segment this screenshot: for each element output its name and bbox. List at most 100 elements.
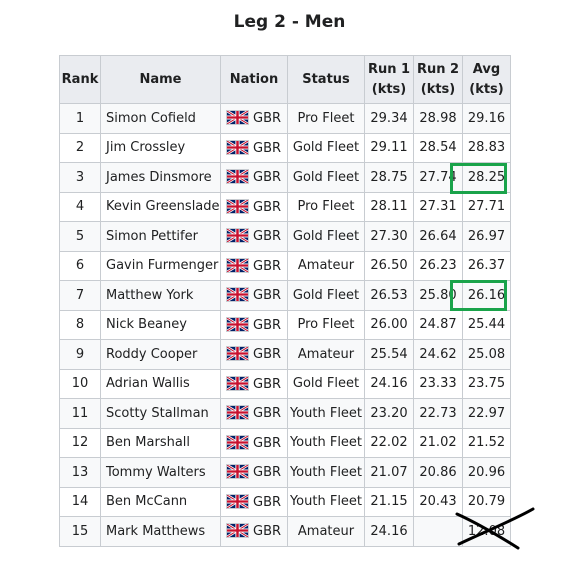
nation-cell: GBR bbox=[220, 398, 288, 429]
table-row: 12 Ben Marshall GBR Youth Fleet 22.02 21.02 21… bbox=[59, 427, 511, 458]
status-cell: Youth Fleet bbox=[287, 427, 365, 458]
table-row: 5 Simon Pettifer GBR Gold Fleet 27.30 26.64 26… bbox=[59, 221, 511, 252]
nation-cell: GBR bbox=[220, 516, 288, 547]
gbr-flag-icon bbox=[226, 434, 249, 450]
nation-cell: GBR bbox=[220, 250, 288, 281]
status-cell: Amateur bbox=[287, 339, 365, 370]
status-cell: Youth Fleet bbox=[287, 486, 365, 517]
avg-cell: 25.44 bbox=[462, 309, 511, 340]
gbr-flag-icon bbox=[226, 257, 249, 273]
table-row: 4 Kevin Greenslade GBR Pro Fleet 28.11 27.31 2… bbox=[59, 191, 511, 222]
run1-cell: 22.02 bbox=[364, 427, 414, 458]
gbr-flag-icon bbox=[226, 346, 249, 362]
nation-code: GBR bbox=[253, 465, 282, 481]
rank-header: Rank bbox=[59, 55, 101, 104]
run2-cell: 26.64 bbox=[413, 221, 463, 252]
nation-cell: GBR bbox=[220, 368, 288, 399]
nation-code: GBR bbox=[253, 170, 282, 186]
avg-cell: 23.75 bbox=[462, 368, 511, 399]
nation-cell: GBR bbox=[220, 132, 288, 163]
status-cell: Pro Fleet bbox=[287, 309, 365, 340]
status-cell: Gold Fleet bbox=[287, 132, 365, 163]
name-cell: Adrian Wallis bbox=[100, 368, 221, 399]
table-row: 3 James Dinsmore GBR Gold Fleet 28.75 27.74 28… bbox=[59, 162, 511, 193]
name-cell: Kevin Greenslade bbox=[100, 191, 221, 222]
rank-cell: 15 bbox=[59, 516, 101, 547]
table-row: 1 Simon Cofield GBR Pro Fleet 29.34 28.98 29.1… bbox=[59, 103, 511, 134]
gbr-flag-icon bbox=[226, 405, 249, 421]
avg-cell: 27.71 bbox=[462, 191, 511, 222]
run1-cell: 27.30 bbox=[364, 221, 414, 252]
nation-code: GBR bbox=[253, 406, 282, 422]
name-cell: Simon Pettifer bbox=[100, 221, 221, 252]
avg-cell: 26.37 bbox=[462, 250, 511, 281]
rank-cell: 1 bbox=[59, 103, 101, 134]
run2-cell: 20.43 bbox=[413, 486, 463, 517]
gbr-flag-icon bbox=[226, 523, 249, 539]
gbr-flag-icon bbox=[226, 169, 249, 185]
gbr-flag-icon bbox=[226, 198, 249, 214]
name-cell: Gavin Furmenger bbox=[100, 250, 221, 281]
nation-cell: GBR bbox=[220, 427, 288, 458]
run2-cell: 26.23 bbox=[413, 250, 463, 281]
name-cell: Jim Crossley bbox=[100, 132, 221, 163]
run2-cell: 22.73 bbox=[413, 398, 463, 429]
name-cell: Nick Beaney bbox=[100, 309, 221, 340]
cross-out-mark bbox=[455, 507, 535, 550]
rank-cell: 13 bbox=[59, 457, 101, 488]
name-cell: Roddy Cooper bbox=[100, 339, 221, 370]
run1-cell: 23.20 bbox=[364, 398, 414, 429]
nation-cell: GBR bbox=[220, 486, 288, 517]
avg-cell: 26.16 bbox=[462, 280, 511, 311]
nation-code: GBR bbox=[253, 524, 282, 540]
nation-code: GBR bbox=[253, 258, 282, 274]
rank-cell: 12 bbox=[59, 427, 101, 458]
gbr-flag-icon bbox=[226, 287, 249, 303]
status-cell: Pro Fleet bbox=[287, 103, 365, 134]
table-row: 6 Gavin Furmenger GBR Amateur 26.50 26.23 26.3… bbox=[59, 250, 511, 281]
run2-cell: 20.86 bbox=[413, 457, 463, 488]
run2-header-unit: (kts) bbox=[420, 81, 456, 97]
avg-header-unit: (kts) bbox=[469, 81, 504, 97]
nation-code: GBR bbox=[253, 317, 282, 333]
name-cell: Mark Matthews bbox=[100, 516, 221, 547]
page-title: Leg 2 - Men bbox=[233, 12, 346, 32]
table-row: 15 Mark Matthews GBR Amateur 24.16 12.08 bbox=[59, 516, 511, 547]
run2-cell: 28.54 bbox=[413, 132, 463, 163]
avg-cell: 25.08 bbox=[462, 339, 511, 370]
nation-cell: GBR bbox=[220, 457, 288, 488]
run2-cell: 28.98 bbox=[413, 103, 463, 134]
avg-cell: 22.97 bbox=[462, 398, 511, 429]
table-row: 8 Nick Beaney GBR Pro Fleet 26.00 24.87 25.44 bbox=[59, 309, 511, 340]
nation-cell: GBR bbox=[220, 280, 288, 311]
status-cell: Amateur bbox=[287, 516, 365, 547]
run2-cell: 23.33 bbox=[413, 368, 463, 399]
status-cell: Youth Fleet bbox=[287, 398, 365, 429]
gbr-flag-icon bbox=[226, 464, 249, 480]
run1-cell: 21.15 bbox=[364, 486, 414, 517]
run1-header-unit: (kts) bbox=[371, 81, 407, 97]
table-row: 11 Scotty Stallman GBR Youth Fleet 23.20 22.7… bbox=[59, 398, 511, 429]
nation-code: GBR bbox=[253, 376, 282, 392]
nation-cell: GBR bbox=[220, 221, 288, 252]
run2-header: Run 2 (kts) bbox=[413, 55, 463, 104]
rank-cell: 4 bbox=[59, 191, 101, 222]
run1-cell: 21.07 bbox=[364, 457, 414, 488]
run1-header: Run 1 (kts) bbox=[364, 55, 414, 104]
run1-cell: 28.11 bbox=[364, 191, 414, 222]
run2-cell: 24.62 bbox=[413, 339, 463, 370]
name-cell: Tommy Walters bbox=[100, 457, 221, 488]
table-row: 14 Ben McCann GBR Youth Fleet 21.15 20.43 20.7… bbox=[59, 486, 511, 517]
nation-code: GBR bbox=[253, 140, 282, 156]
rank-cell: 14 bbox=[59, 486, 101, 517]
header-row: Rank Name Nation Status Run 1 (kts) Run … bbox=[59, 55, 511, 104]
run1-cell: 28.75 bbox=[364, 162, 414, 193]
gbr-flag-icon bbox=[226, 228, 249, 244]
run1-cell: 26.53 bbox=[364, 280, 414, 311]
avg-cell: 26.97 bbox=[462, 221, 511, 252]
name-cell: Matthew York bbox=[100, 280, 221, 311]
rank-cell: 7 bbox=[59, 280, 101, 311]
rank-cell: 3 bbox=[59, 162, 101, 193]
gbr-flag-icon bbox=[226, 139, 249, 155]
run1-header-label: Run 1 bbox=[367, 61, 411, 77]
